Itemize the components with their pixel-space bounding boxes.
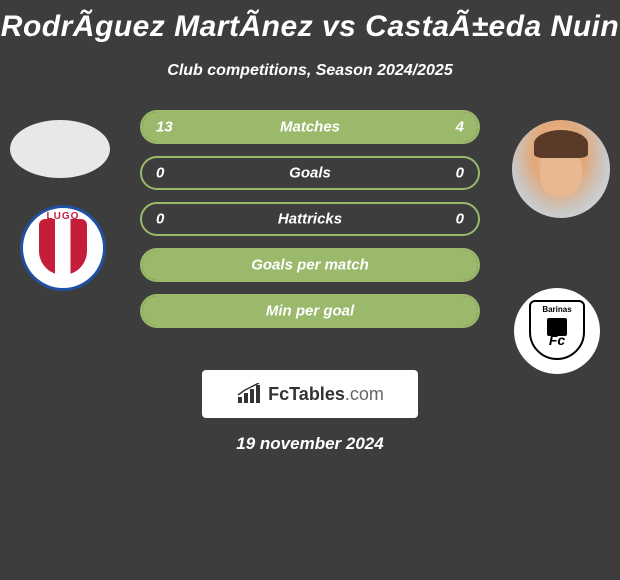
stat-left-value: 0 bbox=[156, 211, 164, 228]
stat-left-value: 0 bbox=[156, 165, 164, 182]
left-club-shield-icon bbox=[39, 219, 87, 275]
subtitle: Club competitions, Season 2024/2025 bbox=[0, 62, 620, 80]
brand-name: FcTables bbox=[268, 384, 345, 404]
page-title: RodrÃ­guez MartÃ­nez vs CastaÃ±eda Nuin bbox=[0, 10, 620, 44]
stat-fill-left bbox=[142, 112, 397, 142]
stat-label: Matches bbox=[280, 119, 340, 136]
right-club-badge: Barinas Fc bbox=[514, 288, 600, 374]
stat-row: Goals per match bbox=[140, 248, 480, 282]
stat-right-value: 0 bbox=[456, 165, 464, 182]
stat-left-value: 13 bbox=[156, 119, 173, 136]
brand-chart-icon bbox=[236, 383, 262, 405]
right-club-label-fc: Fc bbox=[549, 332, 565, 348]
date-line: 19 november 2024 bbox=[0, 434, 620, 454]
right-player-avatar bbox=[512, 120, 610, 218]
stat-label: Min per goal bbox=[266, 303, 354, 320]
stat-row: 0 Goals 0 bbox=[140, 156, 480, 190]
stat-label: Goals bbox=[289, 165, 331, 182]
comparison-infographic: RodrÃ­guez MartÃ­nez vs CastaÃ±eda Nuin … bbox=[0, 0, 620, 454]
stat-label: Hattricks bbox=[278, 211, 342, 228]
branding-box: FcTables.com bbox=[202, 370, 418, 418]
avatar-face-icon bbox=[532, 132, 590, 204]
stat-label: Goals per match bbox=[251, 257, 369, 274]
stat-right-value: 0 bbox=[456, 211, 464, 228]
stat-fill-right bbox=[397, 112, 478, 142]
stat-rows: 13 Matches 4 0 Goals 0 0 Hattricks 0 bbox=[140, 110, 480, 340]
brand-suffix: .com bbox=[345, 384, 384, 404]
stat-row: 13 Matches 4 bbox=[140, 110, 480, 144]
left-player-avatar bbox=[10, 120, 110, 178]
brand-text: FcTables.com bbox=[268, 384, 384, 405]
right-club-label-top: Barinas bbox=[542, 305, 571, 314]
stat-row: 0 Hattricks 0 bbox=[140, 202, 480, 236]
stat-row: Min per goal bbox=[140, 294, 480, 328]
comparison-area: LUGO Barinas Fc 13 Matches 4 bbox=[0, 110, 620, 370]
right-club-shield-icon: Barinas Fc bbox=[529, 300, 585, 360]
left-club-badge: LUGO bbox=[20, 205, 106, 291]
stat-right-value: 4 bbox=[456, 119, 464, 136]
